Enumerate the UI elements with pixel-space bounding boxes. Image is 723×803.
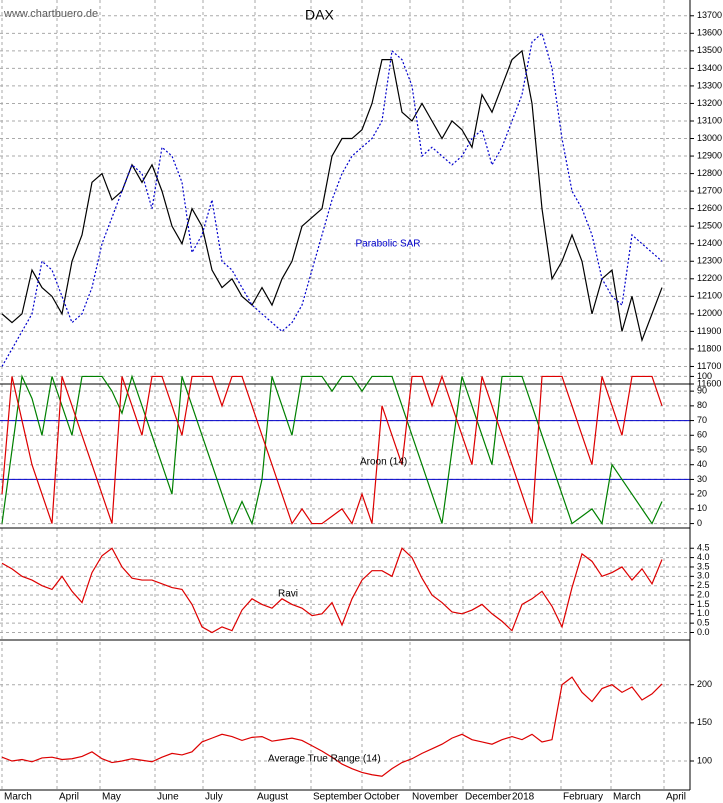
x-tick-label: March <box>4 792 32 803</box>
x-tick-label: December <box>465 792 512 803</box>
y-tick-label: 20 <box>697 489 707 499</box>
y-tick-label: 100 <box>697 371 712 381</box>
x-tick-label: July <box>205 792 223 803</box>
y-tick-label: 11700 <box>697 361 721 371</box>
y-tick-label: 12300 <box>697 256 722 266</box>
y-tick-label: 100 <box>697 755 712 765</box>
y-tick-label: 12700 <box>697 185 722 195</box>
x-tick-label: August <box>257 792 288 803</box>
y-tick-label: 11600 <box>697 378 721 388</box>
y-tick-label: 13400 <box>697 63 722 73</box>
y-tick-label: 10 <box>697 503 707 513</box>
watermark: www.chartbuero.de <box>3 8 98 20</box>
x-tick-label: September <box>313 792 363 803</box>
y-tick-label: 30 <box>697 474 707 484</box>
y-tick-label: 13500 <box>697 45 722 55</box>
series-line <box>1 547 663 634</box>
y-tick-label: 13600 <box>697 28 722 38</box>
y-tick-label: 150 <box>697 717 712 727</box>
annotation: Parabolic SAR <box>355 239 420 250</box>
y-tick-label: 12600 <box>697 203 722 213</box>
y-tick-label: 3.5 <box>697 561 710 571</box>
y-tick-label: 50 <box>697 444 707 454</box>
panel-title: Ravi <box>278 589 298 600</box>
x-tick-label: June <box>157 792 179 803</box>
y-tick-label: 2.5 <box>697 580 710 590</box>
x-tick-label: April <box>59 792 79 803</box>
y-tick-label: 13700 <box>697 10 722 20</box>
y-tick-label: 0 <box>697 518 702 528</box>
y-tick-label: 13200 <box>697 98 722 108</box>
y-tick-label: 1.0 <box>697 608 710 618</box>
y-tick-label: 12400 <box>697 238 722 248</box>
y-tick-label: 11800 <box>697 343 721 353</box>
series-line <box>1 374 663 526</box>
y-tick-label: 2.0 <box>697 589 710 599</box>
y-tick-label: 80 <box>697 400 707 410</box>
x-tick-label: October <box>364 792 400 803</box>
x-tick-label: 2018 <box>512 792 535 803</box>
y-tick-label: 12800 <box>697 168 722 178</box>
x-tick-label: April <box>666 792 686 803</box>
y-tick-label: 40 <box>697 459 707 469</box>
x-tick-label: March <box>613 792 641 803</box>
panel-title: Aroon (14) <box>360 457 407 468</box>
y-tick-label: 12500 <box>697 221 722 231</box>
y-tick-label: 13100 <box>697 115 722 125</box>
panel-title: Average True Range (14) <box>268 754 381 765</box>
y-tick-label: 0.5 <box>697 618 710 628</box>
series-line <box>1 676 663 777</box>
series-line <box>1 49 663 343</box>
series-line <box>1 374 663 525</box>
y-tick-label: 0.0 <box>697 627 710 637</box>
y-tick-label: 13000 <box>697 133 722 143</box>
y-tick-label: 60 <box>697 430 707 440</box>
y-tick-label: 70 <box>697 415 707 425</box>
x-tick-label: November <box>412 792 459 803</box>
y-tick-label: 12200 <box>697 273 722 283</box>
y-tick-label: 12000 <box>697 308 722 318</box>
y-tick-label: 11900 <box>697 326 721 336</box>
series-line <box>1 32 663 367</box>
y-tick-label: 12900 <box>697 150 722 160</box>
y-tick-label: 90 <box>697 386 707 396</box>
y-tick-label: 200 <box>697 679 712 689</box>
y-tick-label: 1.5 <box>697 599 710 609</box>
y-tick-label: 13300 <box>697 80 722 90</box>
y-tick-label: 4.0 <box>697 552 710 562</box>
y-tick-label: 3.0 <box>697 571 710 581</box>
y-tick-label: 12100 <box>697 291 722 301</box>
x-tick-label: February <box>563 792 603 803</box>
y-tick-label: 4.5 <box>697 543 710 553</box>
x-tick-label: May <box>102 792 121 803</box>
panel-title: DAX <box>305 7 334 23</box>
